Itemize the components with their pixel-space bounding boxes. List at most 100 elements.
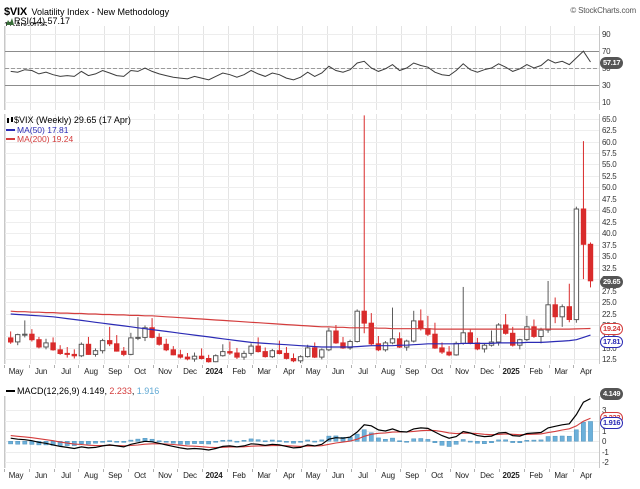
x-axis-label-macd: Sep [405, 471, 419, 480]
price-axis-label: 55.0 [602, 160, 617, 170]
x-axis-tick [400, 469, 401, 472]
price-legend-label: $VIX (Weekly) 29.65 (17 Apr) [14, 115, 131, 125]
x-axis-label-price: 2025 [502, 367, 520, 376]
x-axis-tick [54, 365, 55, 368]
x-axis-tick [78, 365, 79, 368]
x-axis-label-price: Aug [381, 367, 395, 376]
macd-signal-value: 2.233 [109, 386, 132, 396]
x-axis-tick [252, 365, 253, 368]
ma200-legend-label: MA(200) 19.24 [17, 134, 74, 144]
x-axis-label-macd: Apr [283, 471, 295, 480]
price-axis-label: 25.0 [602, 298, 617, 308]
x-axis-label-macd: Nov [455, 471, 469, 480]
macd-axis-label: -1 [602, 447, 609, 457]
macd-axis-label: 1 [602, 426, 607, 436]
x-axis-label-macd: Dec [480, 471, 494, 480]
price-axis-label: 12.5 [602, 355, 617, 365]
x-axis-tick [450, 469, 451, 472]
x-axis-tick [351, 365, 352, 368]
x-axis-tick [252, 469, 253, 472]
x-axis-label-macd: Nov [158, 471, 172, 480]
rsi-axis-label: 90 [602, 30, 611, 40]
price-y-axis: 65.0 62.5 60.0 57.5 55.0 52.5 50.0 47.5 45.0 42.5… [600, 114, 638, 364]
macd-legend-label: MACD(12,26,9) [17, 386, 80, 396]
price-axis-label: 45.0 [602, 206, 617, 216]
x-axis-tick [425, 365, 426, 368]
x-axis-label-macd: Feb [529, 471, 543, 480]
x-axis-tick [474, 365, 475, 368]
x-axis-tick [276, 365, 277, 368]
x-axis-label-price: Jun [331, 367, 345, 376]
x-axis-label-macd: Feb [232, 471, 246, 480]
x-axis-label-price: Nov [455, 367, 469, 376]
x-axis-label-price: Apr [580, 367, 592, 376]
x-axis-tick [4, 469, 5, 472]
rsi-panel [4, 26, 600, 110]
x-axis-tick [425, 469, 426, 472]
macd-histogram-value: 1.916 [136, 386, 160, 396]
price-axis-label: 35.0 [602, 252, 617, 262]
x-axis-label-price: Feb [232, 367, 246, 376]
rsi-value-flag: 57.17 [600, 56, 624, 69]
x-axis-label-macd: May [305, 471, 321, 480]
x-axis-label-price: Jul [61, 367, 71, 376]
x-axis-label-macd: Mar [554, 471, 568, 480]
x-axis-label-macd: Apr [580, 471, 592, 480]
price-axis-label: 32.5 [602, 263, 617, 273]
macd-color-swatch [6, 390, 15, 393]
x-axis-label-price: May [8, 367, 24, 376]
x-axis-tick [573, 365, 574, 368]
x-axis-tick [276, 469, 277, 472]
price-axis-label: 65.0 [602, 114, 617, 124]
rsi-axis-label: 70 [602, 47, 611, 57]
x-axis-label-macd: 2024 [205, 471, 223, 480]
macd-plot-area [5, 396, 599, 468]
macd-value-flag: 4.149 [600, 388, 624, 400]
price-axis-label: 60.0 [602, 137, 617, 147]
x-axis-label-price: Oct [431, 367, 443, 376]
price-axis-label: 62.5 [602, 126, 617, 136]
chart-header: $VIX Volatility Index - New Methodology … [4, 2, 424, 30]
x-axis-label-price: Sep [108, 367, 122, 376]
macd-y-axis: 310-1-24.1492.2331.916 [600, 388, 638, 468]
macd-x-axis: May Jun Jul Aug Sep Oct Nov Dec 2024 Feb Mar Apr May… [4, 469, 598, 483]
macd-panel [4, 396, 600, 468]
x-axis-label-price: Dec [480, 367, 494, 376]
symbol-ticker[interactable]: $VIX [4, 6, 28, 18]
ma200-color-swatch [6, 138, 15, 141]
x-axis-tick [549, 469, 550, 472]
x-axis-tick [29, 469, 30, 472]
x-axis-label-price: Jul [358, 367, 368, 376]
x-axis-label-price: Sep [405, 367, 419, 376]
x-axis-tick [499, 469, 500, 472]
x-axis-tick [351, 469, 352, 472]
x-axis-tick [524, 469, 525, 472]
x-axis-tick [400, 365, 401, 368]
x-axis-label-macd: Jun [331, 471, 345, 480]
price-panel [4, 114, 600, 364]
x-axis-tick [450, 365, 451, 368]
x-axis-tick [202, 365, 203, 368]
x-axis-tick [227, 469, 228, 472]
quote-date: 17-Apr-2025 [4, 21, 424, 30]
x-axis-label-price: May [305, 367, 321, 376]
x-axis-tick [499, 365, 500, 368]
x-axis-label-price: Feb [529, 367, 543, 376]
mini-chart-icon [6, 17, 14, 25]
macd-axis-label: -2 [602, 457, 609, 467]
macd-histogram-flag: 1.916 [600, 417, 624, 430]
x-axis-label-price: Nov [158, 367, 172, 376]
x-axis-tick [128, 365, 129, 368]
rsi-axis-label: 30 [602, 80, 611, 90]
x-axis-tick [177, 365, 178, 368]
rsi-legend-label: RSI(14) 57.17 [14, 16, 71, 26]
price-legend: $VIX (Weekly) 29.65 (17 Apr) MA(50) 17.8… [6, 115, 131, 145]
x-axis-label-macd: Jul [61, 471, 71, 480]
x-axis-tick [128, 469, 129, 472]
x-axis-tick [549, 365, 550, 368]
x-axis-tick [227, 365, 228, 368]
rsi-plot-area [5, 26, 599, 110]
rsi-y-axis: 907050301057.17 [600, 26, 638, 110]
x-axis-tick [524, 365, 525, 368]
